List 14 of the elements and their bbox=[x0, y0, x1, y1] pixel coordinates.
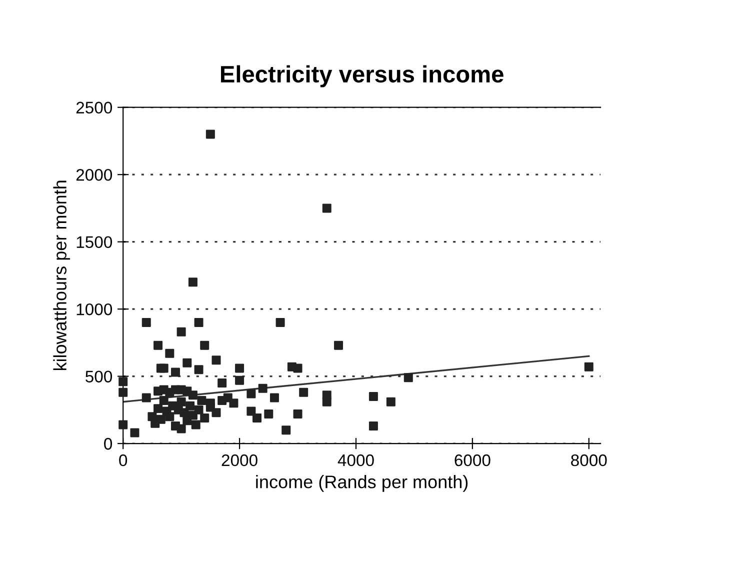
x-tick-label: 0 bbox=[119, 454, 128, 466]
y-tick-label: 1000 bbox=[76, 303, 112, 316]
x-tick-label: 4000 bbox=[338, 454, 374, 466]
y-tick-label: 500 bbox=[86, 370, 112, 382]
y-tick-label: 2000 bbox=[76, 168, 112, 181]
x-axis-title: income (Rands per month) bbox=[256, 475, 468, 492]
x-tick-label: 8000 bbox=[571, 454, 607, 466]
x-tick-label: 2000 bbox=[222, 454, 258, 466]
y-tick-label: 1500 bbox=[76, 236, 112, 248]
y-tick-label: 2500 bbox=[76, 102, 112, 114]
y-tick-label: 0 bbox=[104, 438, 112, 450]
x-tick-label: 6000 bbox=[454, 454, 490, 466]
y-axis-title: kilowatthours per month bbox=[53, 180, 70, 370]
chart-title: Electricity versus income bbox=[221, 65, 504, 88]
